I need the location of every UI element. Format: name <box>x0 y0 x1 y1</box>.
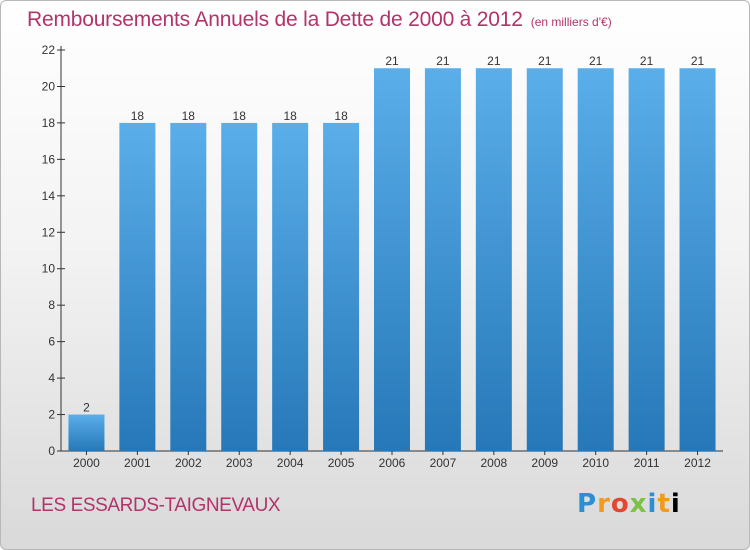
bar <box>679 68 716 452</box>
x-tick-label: 2003 <box>226 456 253 470</box>
bar <box>475 68 512 452</box>
chart-bars: 2 18 18 18 18 18 21 21 21 21 21 21 21 <box>68 54 716 452</box>
commune-name: LES ESSARDS-TAIGNEVAUX <box>31 495 281 516</box>
y-tick-label: 20 <box>42 79 56 93</box>
y-tick-label: 16 <box>42 152 56 166</box>
y-tick-label: 18 <box>42 116 56 130</box>
data-label: 21 <box>436 54 450 68</box>
y-tick-label: 2 <box>48 408 55 422</box>
y-tick-label: 6 <box>48 335 55 349</box>
y-tick-label: 14 <box>42 189 56 203</box>
bar <box>526 68 563 452</box>
x-tick-label: 2004 <box>277 456 304 470</box>
data-label: 2 <box>83 401 90 415</box>
y-tick-label: 8 <box>48 298 55 312</box>
data-label: 18 <box>131 109 145 123</box>
bar <box>170 122 207 451</box>
bar <box>68 414 105 451</box>
x-tick-label: 2000 <box>73 456 100 470</box>
bar <box>577 68 614 452</box>
bar <box>119 122 156 451</box>
data-label: 18 <box>283 109 297 123</box>
data-label: 21 <box>385 54 399 68</box>
chart-title: Remboursements Annuels de la Dette de 20… <box>27 8 612 32</box>
x-tick-label: 2002 <box>175 456 202 470</box>
chart-title-text: Remboursements Annuels de la Dette de 20… <box>27 8 523 31</box>
data-label: 21 <box>487 54 501 68</box>
data-label: 18 <box>182 109 196 123</box>
bar <box>272 122 309 451</box>
data-label: 21 <box>589 54 603 68</box>
data-label: 21 <box>640 54 654 68</box>
y-tick-label: 10 <box>42 262 56 276</box>
data-label: 18 <box>233 109 247 123</box>
proxiti-logo[interactable]: Proxiti <box>577 489 681 519</box>
y-tick-label: 12 <box>42 225 56 239</box>
x-tick-label: 2008 <box>480 456 507 470</box>
bar <box>374 68 410 452</box>
x-tick-label: 2007 <box>430 456 457 470</box>
y-tick-label: 4 <box>48 371 55 385</box>
bar <box>221 122 258 451</box>
bar <box>628 68 665 452</box>
chart-unit-label: (en milliers d'€) <box>530 15 612 29</box>
bar <box>424 68 461 452</box>
x-tick-label: 2009 <box>531 456 558 470</box>
x-tick-label: 2001 <box>124 456 151 470</box>
x-tick-label: 2012 <box>684 456 711 470</box>
y-tick-label: 0 <box>48 444 55 458</box>
data-label: 18 <box>334 109 348 123</box>
x-tick-label: 2005 <box>328 456 355 470</box>
x-tick-label: 2006 <box>379 456 406 470</box>
bar <box>323 122 360 451</box>
x-tick-label: 2010 <box>582 456 609 470</box>
data-label: 21 <box>691 54 705 68</box>
data-label: 21 <box>538 54 552 68</box>
y-tick-label: 22 <box>42 43 56 57</box>
x-tick-label: 2011 <box>634 456 660 470</box>
